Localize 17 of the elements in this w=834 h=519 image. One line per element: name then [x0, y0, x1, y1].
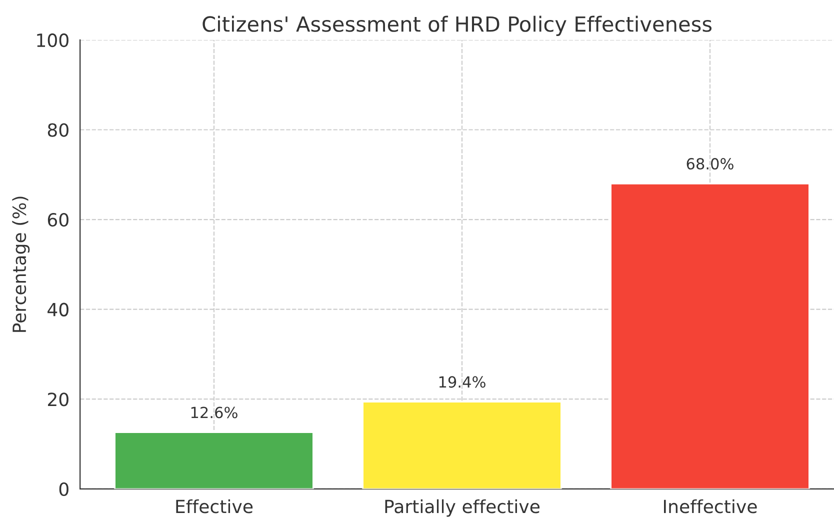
- data-label: 12.6%: [191, 406, 238, 418]
- y-tick-label: 0: [59, 482, 68, 496]
- x-tick-label: Effective: [176, 499, 253, 514]
- y-tick-label: 60: [48, 212, 68, 227]
- data-label: 68.0%: [686, 158, 734, 170]
- y-tick-label: 20: [48, 392, 68, 406]
- bar: [362, 401, 562, 489]
- y-tick-label: 80: [48, 123, 68, 137]
- bar: [610, 182, 810, 489]
- data-label: 19.4%: [439, 376, 486, 388]
- y-axis-title: Percentage (%): [12, 196, 30, 332]
- chart-title: Citizens' Assessment of HRD Policy Effectiveness: [202, 16, 712, 36]
- x-tick-label: Ineffective: [664, 499, 757, 514]
- y-tick-label: 40: [48, 302, 68, 316]
- x-tick-label: Partially effective: [385, 499, 540, 517]
- bar: [114, 432, 314, 489]
- y-tick-label: 100: [37, 33, 68, 48]
